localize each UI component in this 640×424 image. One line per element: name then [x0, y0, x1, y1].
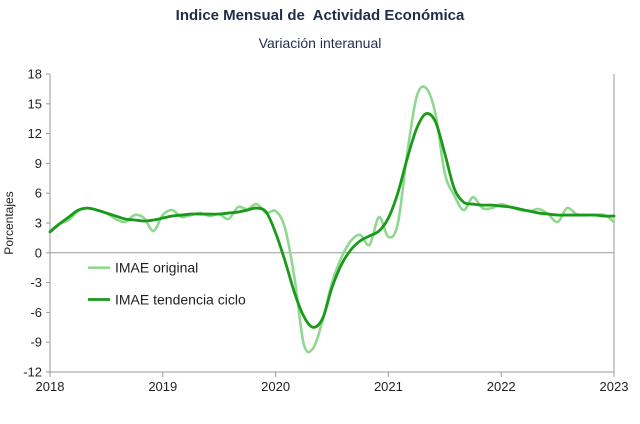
y-tick-label: 3: [35, 216, 42, 231]
y-tick-label: -6: [30, 305, 42, 320]
y-tick-label: 15: [28, 96, 42, 111]
x-tick-label: 2022: [487, 379, 516, 394]
x-tick-label: 2019: [148, 379, 177, 394]
y-tick-label: -12: [23, 365, 42, 380]
y-tick-label: 12: [28, 126, 42, 141]
chart-title: Indice Mensual de Actividad Económica: [175, 7, 465, 24]
y-tick-label: 18: [28, 67, 42, 82]
y-tick-label: -9: [30, 335, 42, 350]
chart-subtitle: Variación interanual: [258, 35, 382, 51]
y-tick-label: 0: [35, 245, 42, 260]
legend: IMAE original IMAE tendencia ciclo: [88, 260, 246, 307]
y-tick-label: 9: [35, 156, 42, 171]
y-axis-label: Porcentajes: [2, 191, 16, 254]
legend-label: IMAE original: [115, 260, 198, 276]
x-tick-label: 2020: [261, 379, 290, 394]
series-group: [48, 85, 616, 354]
x-tick-label: 2021: [374, 379, 403, 394]
x-tick-label: 2018: [36, 379, 65, 394]
series-line-imae-tendencia-ciclo: [48, 112, 616, 329]
legend-label: IMAE tendencia ciclo: [115, 291, 246, 307]
y-tick-label: -3: [30, 275, 42, 290]
x-tick-label: 2023: [600, 379, 629, 394]
y-tick-label: 6: [35, 186, 42, 201]
